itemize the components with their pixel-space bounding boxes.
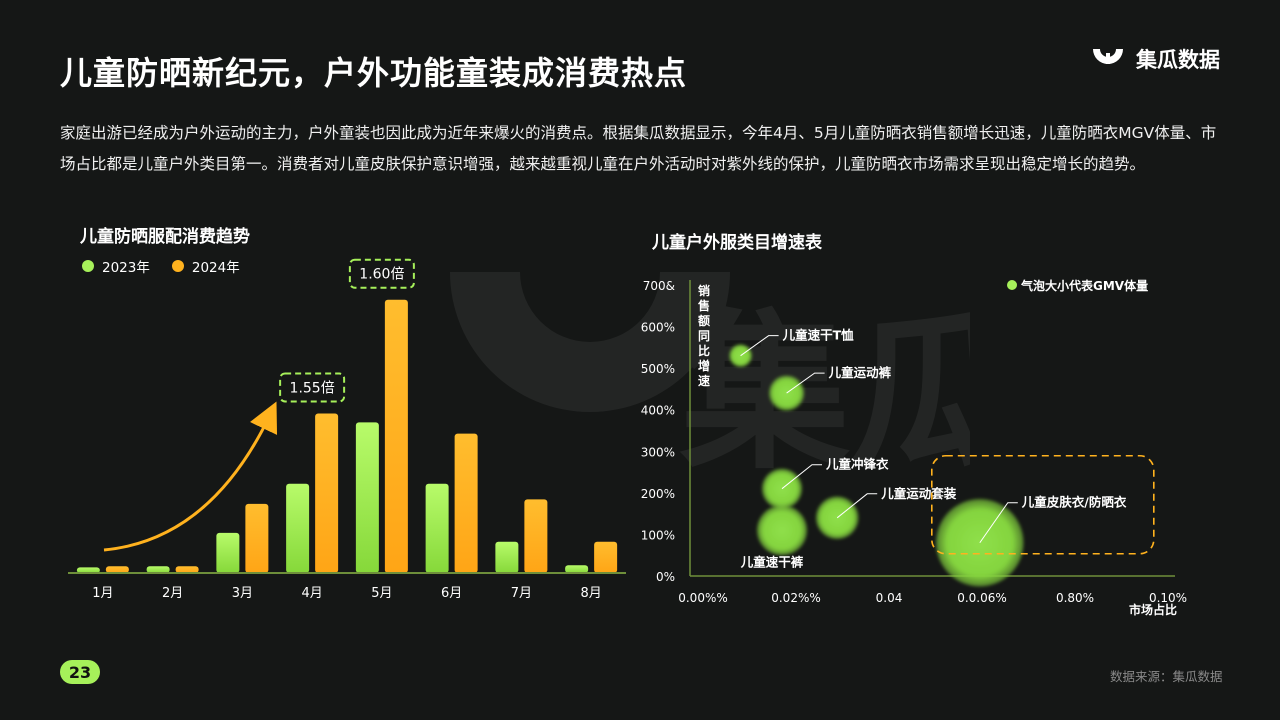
x-tick-label: 2月 (162, 586, 183, 601)
y-tick-label: 0% (656, 570, 675, 584)
growth-annotation: 1.60倍 (348, 258, 415, 289)
x-tick-label: 0.04 (876, 591, 903, 605)
y-tick-label: 600% (641, 321, 675, 335)
bubble-callout: 儿童速干T恤 (740, 328, 855, 357)
annotation-label: 1.55倍 (290, 381, 335, 397)
bubble-label: 儿童运动套装 (880, 486, 957, 501)
page-number-badge: 23 (60, 660, 100, 684)
x-tick-label: 4月 (301, 586, 322, 601)
y-tick-label: 500% (641, 362, 675, 376)
y-tick-label: 300% (641, 445, 675, 459)
bubble-label: 儿童运动裤 (828, 365, 892, 380)
growth-annotation: 1.55倍 (279, 372, 346, 403)
x-tick-label: 0.0.06% (957, 591, 1007, 605)
bubble-label: 儿童速干T恤 (782, 328, 855, 343)
bar-2023-8 (565, 565, 589, 573)
bar-2024-7 (524, 499, 548, 573)
bar-2023-3 (216, 532, 240, 573)
brand-logo: 集瓜数据 (1090, 44, 1220, 74)
bar-2023-7 (495, 541, 519, 573)
x-tick-label: 0.02%% (771, 591, 821, 605)
callout-line (786, 372, 825, 394)
bubble-3 (762, 468, 802, 509)
bubble-chart: 0% 100% 200% 300% 400% 500% 600% 700&0.00%% 0.02… (641, 278, 1187, 617)
y-tick-label: 700& (643, 279, 675, 293)
y-tick-label: 200% (641, 487, 675, 501)
bubble-label: 儿童速干裤 (740, 554, 804, 569)
bar-2024-4 (315, 413, 339, 573)
bar-2024-2 (175, 566, 199, 573)
bubble-chart-title: 儿童户外服类目增速表 (652, 233, 822, 253)
x-tick-label: 3月 (232, 586, 253, 601)
x-axis-label: 市场占比 (1129, 602, 1177, 617)
trend-arrow (103, 401, 278, 552)
y-tick-label: 400% (641, 404, 675, 418)
watermark: 集瓜 (450, 262, 1020, 516)
bar-2024-6 (454, 433, 478, 573)
bar-2023-4 (286, 483, 310, 573)
bar-2023-2 (146, 566, 170, 573)
annotation-box (279, 372, 346, 403)
brand-name: 集瓜数据 (1136, 48, 1220, 72)
bubble-callout: 儿童皮肤衣/防晒衣 (979, 495, 1127, 544)
x-tick-label: 1月 (92, 586, 113, 601)
bubble-1 (729, 344, 752, 367)
bar-2023-5 (355, 422, 379, 573)
watermark-text: 集瓜 (679, 295, 970, 493)
legend-swatch-2024 (171, 260, 184, 272)
bar-2023-6 (425, 483, 449, 573)
legend-swatch (1007, 280, 1017, 290)
y-axis-label: 销售额同比增速 (698, 283, 710, 388)
bubble-callout: 儿童运动裤 (786, 365, 892, 394)
bar-2023-1 (76, 567, 100, 573)
bubble-label: 儿童冲锋衣 (825, 457, 889, 472)
bar-2024-8 (594, 541, 618, 573)
brand-logo-icon (1093, 49, 1123, 64)
bubble-5 (757, 505, 807, 556)
data-source: 数据来源：集瓜数据 (1110, 669, 1223, 684)
annotation-label: 1.60倍 (359, 267, 404, 283)
legend-item-2023: 2023年 (82, 256, 150, 276)
highlight-box (930, 454, 1155, 555)
legend-swatch-2023 (82, 260, 94, 272)
bar-chart-legend: 2023年 2024年 (82, 256, 240, 276)
bar-chart: 1月 2月 3月 4月 5月 6月 7月 8月 1.55倍 1.60倍 (68, 258, 626, 601)
x-tick-label: 0.10% (1149, 591, 1187, 605)
legend-label-2023: 2023年 (102, 260, 150, 276)
bar-chart-title: 儿童防晒服配消费趋势 (80, 227, 250, 247)
x-tick-label: 8月 (580, 586, 601, 601)
callout-line (979, 502, 1018, 544)
page-title: 儿童防晒新纪元，户外功能童装成消费热点 (60, 54, 688, 92)
intro-paragraph: 家庭出游已经成为户外运动的主力，户外童装也因此成为近年来爆火的消费点。根据集瓜数… (60, 124, 1217, 173)
bubble-legend: 气泡大小代表GMV体量 (1007, 278, 1148, 293)
legend-item-2024: 2024年 (171, 256, 240, 276)
x-tick-label: 7月 (511, 586, 532, 601)
x-tick-label: 0.80% (1056, 591, 1094, 605)
callout-line (781, 464, 822, 490)
y-tick-label: 100% (641, 528, 675, 542)
bubble-callout: 儿童速干裤 (740, 554, 804, 569)
callout-line (740, 335, 779, 357)
bubble-2 (769, 375, 805, 411)
x-tick-label: 6月 (441, 586, 462, 601)
bubble-callout: 儿童冲锋衣 (781, 457, 889, 490)
x-tick-label: 5月 (371, 586, 392, 601)
legend-label: 气泡大小代表GMV体量 (1020, 278, 1148, 293)
legend-label-2024: 2024年 (191, 260, 240, 276)
bubble-callout: 儿童运动套装 (836, 486, 957, 519)
bar-2024-5 (384, 299, 408, 573)
x-tick-label: 0.00%% (678, 591, 728, 605)
callout-line (836, 493, 878, 519)
bar-2024-3 (245, 503, 269, 573)
bar-2024-1 (105, 566, 129, 573)
annotation-box (348, 258, 415, 289)
bubble-label: 儿童皮肤衣/防晒衣 (1021, 495, 1127, 510)
